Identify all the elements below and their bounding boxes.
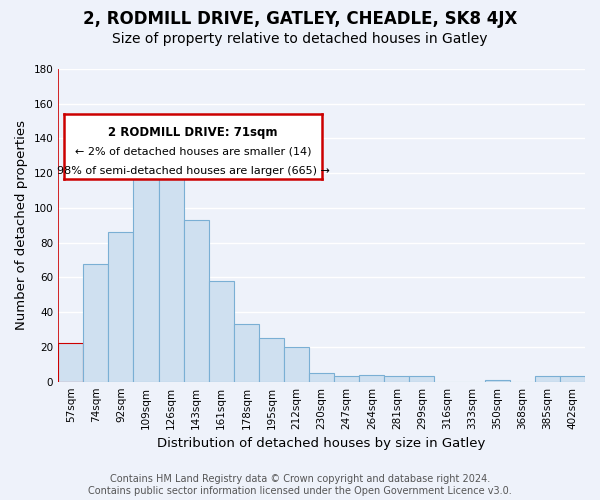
Bar — [158, 138, 184, 382]
Text: Size of property relative to detached houses in Gatley: Size of property relative to detached ho… — [112, 32, 488, 46]
Bar — [109, 232, 133, 382]
Bar — [133, 175, 158, 382]
Text: 2 RODMILL DRIVE: 71sqm: 2 RODMILL DRIVE: 71sqm — [109, 126, 278, 138]
Bar — [309, 373, 334, 382]
Bar — [259, 338, 284, 382]
Text: Contains HM Land Registry data © Crown copyright and database right 2024.: Contains HM Land Registry data © Crown c… — [110, 474, 490, 484]
Bar — [560, 376, 585, 382]
Bar — [83, 264, 109, 382]
Bar — [209, 281, 234, 382]
Bar — [385, 376, 409, 382]
Bar — [359, 374, 385, 382]
X-axis label: Distribution of detached houses by size in Gatley: Distribution of detached houses by size … — [157, 437, 486, 450]
Bar — [184, 220, 209, 382]
Bar — [58, 344, 83, 382]
Bar — [485, 380, 510, 382]
Text: 98% of semi-detached houses are larger (665) →: 98% of semi-detached houses are larger (… — [57, 166, 329, 176]
Bar — [334, 376, 359, 382]
Bar — [535, 376, 560, 382]
Text: ← 2% of detached houses are smaller (14): ← 2% of detached houses are smaller (14) — [75, 146, 311, 156]
Text: Contains public sector information licensed under the Open Government Licence v3: Contains public sector information licen… — [88, 486, 512, 496]
Bar — [284, 347, 309, 382]
Text: 2, RODMILL DRIVE, GATLEY, CHEADLE, SK8 4JX: 2, RODMILL DRIVE, GATLEY, CHEADLE, SK8 4… — [83, 10, 517, 28]
Bar — [409, 376, 434, 382]
Y-axis label: Number of detached properties: Number of detached properties — [15, 120, 28, 330]
Bar — [234, 324, 259, 382]
